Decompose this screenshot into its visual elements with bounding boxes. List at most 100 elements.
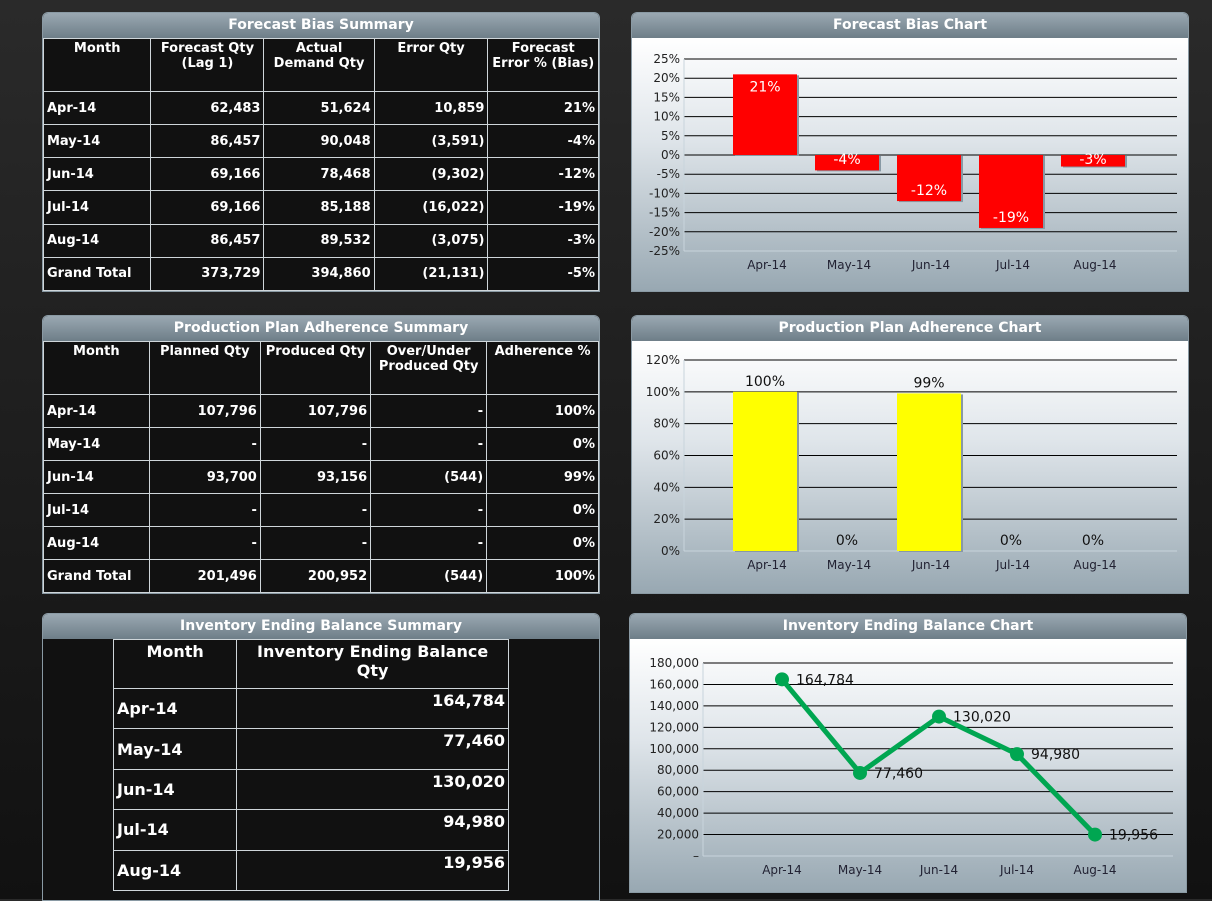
table-cell: 200,952 [259, 559, 372, 593]
table-cell: - [148, 493, 261, 527]
column-header: Over/Under Produced Qty [370, 341, 488, 395]
column-header: Error Qty [373, 38, 489, 92]
table-cell: (544) [370, 460, 488, 494]
bar [979, 155, 1043, 228]
data-label: 0% [1082, 533, 1104, 549]
table-row: Grand Total 373,729 394,860 (21,131) -5% [43, 256, 599, 291]
table-cell: - [370, 526, 488, 560]
table-cell: 89,532 [263, 223, 375, 258]
table-row: Jun-14 93,700 93,156 (544) 99% [43, 460, 599, 494]
bar [897, 393, 961, 551]
x-tick-label: May-14 [838, 863, 882, 877]
table-cell: 0% [486, 427, 599, 461]
table-cell: -3% [487, 223, 599, 258]
table-cell: (544) [370, 559, 488, 593]
table-cell: 86,457 [150, 124, 265, 159]
x-tick-label: Jul-14 [995, 558, 1030, 572]
table-cell: 10,859 [373, 90, 489, 126]
y-tick-label: 20% [653, 71, 680, 85]
table-cell: 394,860 [263, 256, 375, 291]
table-cell: 21% [487, 90, 599, 126]
table-cell: May-14 [112, 728, 238, 770]
table-cell: Grand Total [43, 559, 150, 593]
y-tick-label: 0% [661, 544, 680, 558]
y-tick-label: 5% [661, 129, 680, 143]
y-tick-label: -20% [649, 225, 680, 239]
data-point [853, 765, 867, 780]
y-tick-label: 80,000 [657, 763, 699, 777]
data-label: 99% [913, 375, 944, 391]
x-tick-label: Jun-14 [911, 558, 950, 572]
table-cell: Apr-14 [112, 687, 238, 730]
table-cell: - [370, 427, 488, 461]
table-cell: (9,302) [373, 157, 489, 192]
inventory-chart-panel: Inventory Ending Balance Chart 180,000 16… [629, 613, 1187, 893]
x-tick-label: May-14 [827, 558, 871, 572]
data-point [932, 709, 946, 724]
table-cell: - [259, 427, 372, 461]
y-tick-label: 120,000 [649, 720, 699, 734]
table-row: Apr-14 107,796 107,796-100% [43, 394, 599, 428]
table-cell: -4% [487, 124, 599, 159]
table-cell: Grand Total [43, 256, 152, 291]
y-tick-label: 0% [661, 148, 680, 162]
forecast-bias-summary-panel: Forecast Bias Summary Month Forecast Qty … [42, 12, 600, 292]
table-cell: 130,020 [236, 768, 509, 811]
table-cell: 77,460 [236, 728, 509, 770]
x-tick-label: May-14 [827, 258, 871, 272]
y-tick-label: 15% [653, 90, 680, 104]
x-tick-label: Apr-14 [747, 258, 787, 272]
y-tick-label: 120% [646, 353, 680, 367]
data-label: 100% [745, 374, 785, 390]
table-row: Aug-14 86,457 89,532 (3,075) -3% [43, 223, 599, 258]
bar [1061, 155, 1125, 167]
y-tick-label: 20% [653, 512, 680, 526]
table-cell: 0% [486, 493, 599, 527]
x-tick-label: Aug-14 [1073, 863, 1116, 877]
table-row: May-14- - -0% [43, 427, 599, 461]
y-tick-label: 10% [653, 110, 680, 124]
table-cell: 373,729 [150, 256, 265, 291]
column-header: Month [43, 38, 152, 92]
panel-title: Production Plan Adherence Chart [632, 316, 1188, 341]
table-cell: - [148, 526, 261, 560]
y-tick-label: 60,000 [657, 785, 699, 799]
table-cell: 78,468 [263, 157, 375, 192]
table-cell: 69,166 [150, 157, 265, 192]
table-cell: Apr-14 [43, 394, 150, 428]
column-header: Month [112, 639, 238, 689]
data-point [1010, 747, 1024, 762]
table-row: Apr-14 62,483 51,624 10,859 21% [43, 90, 599, 126]
table-row: Apr-14 164,784 [112, 687, 509, 730]
table-cell: - [259, 493, 372, 527]
table-cell: -12% [487, 157, 599, 192]
x-tick-label: Jul-14 [995, 258, 1030, 272]
x-tick-label: Apr-14 [747, 558, 787, 572]
table-cell: Aug-14 [112, 849, 238, 892]
column-header: Adherence % [486, 341, 599, 395]
column-header: Forecast Error % (Bias) [487, 38, 599, 92]
y-tick-label: -5% [657, 167, 680, 181]
table-row: Jun-14 69,166 78,468 (9,302) -12% [43, 157, 599, 192]
table-cell: 19,956 [236, 849, 509, 892]
forecast-bias-chart: 25% 20% 15% 10% 5% 0% -5% -10% -15% -20% -25% Apr-1… [632, 38, 1188, 291]
production-adherence-chart: 120% 100% 80% 60% 40% 20% 0% Apr-14 May-14 Jun-14… [632, 341, 1188, 593]
y-tick-label: 40% [653, 480, 680, 494]
table-cell: 99% [486, 460, 599, 494]
header-row: Month Inventory Ending Balance Qty [112, 639, 509, 689]
bar [733, 391, 797, 551]
x-tick-label: Aug-14 [1073, 558, 1116, 572]
y-tick-label: 100% [646, 385, 680, 399]
table-cell: (21,131) [373, 256, 489, 291]
table-row: Grand Total 201,496 200,952 (544) 100% [43, 559, 599, 593]
bar [897, 155, 961, 202]
column-header: Produced Qty [259, 341, 372, 395]
data-label: -12% [911, 183, 947, 199]
data-label: 77,460 [874, 766, 923, 782]
table-cell: 100% [486, 559, 599, 593]
table-cell: 93,156 [259, 460, 372, 494]
table-cell: May-14 [43, 427, 150, 461]
table-cell: Aug-14 [43, 223, 152, 258]
inventory-balance-chart: 180,000 160,000 140,000 120,000 100,000 80,00… [630, 639, 1186, 892]
data-label: 0% [1000, 533, 1022, 549]
